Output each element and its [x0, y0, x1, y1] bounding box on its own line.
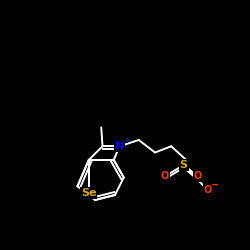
Text: N: N — [115, 141, 124, 151]
Text: O: O — [204, 185, 212, 195]
Text: O: O — [161, 171, 169, 181]
Text: +: + — [123, 136, 130, 145]
Text: S: S — [180, 160, 188, 170]
Text: O: O — [194, 171, 202, 181]
Text: Se: Se — [81, 188, 96, 198]
Text: −: − — [212, 180, 220, 190]
